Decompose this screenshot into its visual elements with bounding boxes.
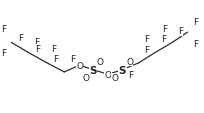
Text: O: O	[76, 61, 83, 70]
Text: F: F	[144, 35, 150, 44]
Text: F: F	[34, 37, 39, 46]
Text: F: F	[178, 27, 183, 36]
Text: O: O	[105, 70, 112, 79]
Text: S: S	[89, 65, 96, 75]
Text: O: O	[82, 74, 89, 82]
Text: F: F	[128, 70, 133, 79]
Text: F: F	[53, 54, 59, 63]
Text: F: F	[35, 45, 40, 54]
Text: S: S	[119, 65, 126, 75]
Text: F: F	[144, 45, 150, 54]
Text: F: F	[193, 18, 198, 27]
Text: F: F	[1, 49, 7, 58]
Text: O: O	[112, 74, 119, 82]
Text: F: F	[162, 25, 167, 34]
Text: F: F	[70, 54, 75, 63]
Text: F: F	[1, 25, 7, 34]
Text: F: F	[161, 35, 166, 44]
Text: O: O	[96, 58, 103, 67]
Text: F: F	[18, 34, 23, 43]
Text: F: F	[193, 40, 198, 48]
Text: F: F	[51, 45, 57, 54]
Text: O: O	[126, 57, 133, 66]
